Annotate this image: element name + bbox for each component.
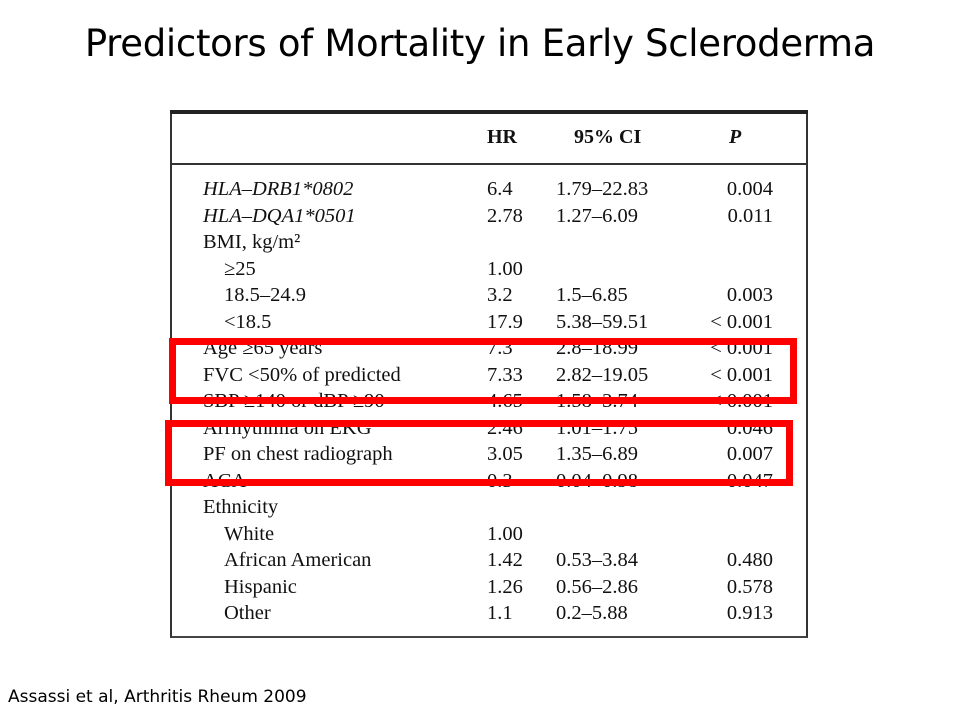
row-label: ≥25 [224,257,256,280]
table-row: African American 1.42 0.53–3.84 0.480 [172,547,806,573]
row-p: 0.011 [727,204,773,227]
row-hr: 1.26 [487,575,523,598]
row-p: 0.007 [726,443,773,465]
row-hr: 6.4 [487,178,513,200]
table-row: Other 1.1 0.2–5.88 0.913 [172,600,806,626]
row-hr: 1.1 [487,602,513,624]
row-ci: 2.82–19.05 [556,363,649,386]
row-label: White [224,522,275,545]
row-label: Other [224,602,271,624]
row-p: 0.004 [726,178,773,200]
table-row: HLA–DQA1*0501 2.78 1.27–6.09 0.011 [172,203,806,229]
row-ci: 1.35–6.89 [556,443,638,465]
row-p: 0.913 [726,602,773,624]
row-p: < 0.001 [710,363,773,386]
row-label: Ethnicity [203,496,279,518]
row-ci: 0.2–5.88 [556,602,628,624]
row-ci: 0.56–2.86 [556,575,638,598]
row-hr: 7.33 [487,363,523,386]
header-ci: 95% CI [574,126,642,148]
row-p: < 0.001 [710,310,773,333]
row-hr: 2.78 [487,204,523,227]
row-ci: 1.27–6.09 [556,204,638,227]
row-label: HLA–DRB1*0802 [203,178,354,200]
slide-title: Predictors of Mortality in Early Sclerod… [84,22,876,65]
header-p: P [729,126,742,148]
row-p: 0.578 [726,575,773,598]
table-row: ≥25 1.00 [172,256,806,282]
row-p: 0.003 [726,284,773,306]
table-header-rule [172,163,806,165]
row-ci: 1.5–6.85 [556,284,628,306]
row-hr: 1.42 [487,549,523,571]
row-label: <18.5 [224,310,272,333]
row-p: 0.480 [726,549,773,571]
row-ci: 1.79–22.83 [556,178,649,200]
row-label: PF on chest radiograph [203,443,393,465]
highlight-box-fvc [169,338,797,404]
row-label: 18.5–24.9 [224,284,306,306]
table-row: FVC <50% of predicted 7.33 2.82–19.05 < 0.0… [172,362,806,388]
row-hr: 3.05 [487,443,523,465]
table-row: HLA–DRB1*0802 6.4 1.79–22.83 0.004 [172,176,806,202]
row-label: BMI, kg/m² [203,231,301,253]
table-row: 18.5–24.9 3.2 1.5–6.85 0.003 [172,282,806,308]
table-row: Hispanic 1.26 0.56–2.86 0.578 [172,574,806,600]
row-hr: 1.00 [487,522,523,545]
row-hr: 17.9 [487,310,523,333]
table-row: BMI, kg/m² [172,229,806,255]
row-label: FVC <50% of predicted [203,363,401,386]
highlight-box-pf [165,420,793,486]
row-ci: 5.38–59.51 [556,310,649,333]
table-row: Ethnicity [172,494,806,520]
row-label: African American [224,549,372,571]
row-ci: 0.53–3.84 [556,549,638,571]
table-row: PF on chest radiograph 3.05 1.35–6.89 0.007 [172,441,806,467]
table-row: White 1.00 [172,521,806,547]
row-label: HLA–DQA1*0501 [203,204,356,227]
citation: Assassi et al, Arthritis Rheum 2009 [8,687,307,707]
table-top-rule [170,110,808,114]
row-label: Hispanic [224,575,297,598]
table-row: <18.5 17.9 5.38–59.51 < 0.001 [172,309,806,335]
row-hr: 1.00 [487,257,523,280]
row-hr: 3.2 [487,284,513,306]
header-hr: HR [487,126,517,148]
results-table: HR 95% CI P HLA–DRB1*0802 6.4 1.79–22.83 0.… [170,110,808,638]
